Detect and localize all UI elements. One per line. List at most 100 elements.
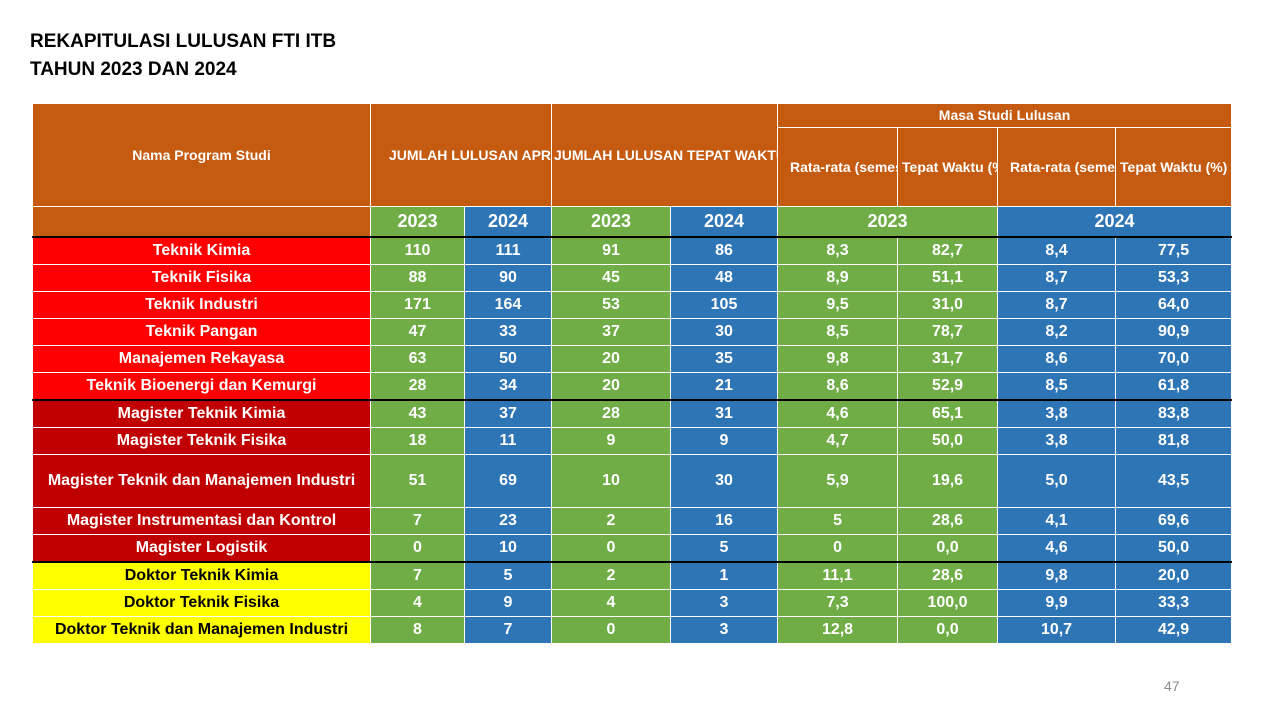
program-name: Doktor Teknik Kimia <box>32 561 371 590</box>
tepat-2024: 48 <box>669 264 779 292</box>
tepat-waktu-2024: 81,8 <box>1115 427 1233 455</box>
lulusan-2023: 51 <box>370 454 465 508</box>
program-name: Teknik Pangan <box>32 318 371 346</box>
lulusan-2023: 0 <box>370 534 465 563</box>
tepat-waktu-2023: 50,0 <box>897 427 999 455</box>
tepat-2024: 3 <box>669 589 779 617</box>
program-name: Magister Teknik Kimia <box>32 399 371 428</box>
tepat-waktu-2023: 52,9 <box>897 372 999 401</box>
year-2023-lulusan: 2023 <box>370 206 465 238</box>
header-rata-rata-2023: Rata-rata (semester) <box>777 127 899 207</box>
lulusan-2023: 171 <box>370 291 465 319</box>
tepat-waktu-2024: 77,5 <box>1115 236 1233 265</box>
program-name: Doktor Teknik Fisika <box>32 589 371 617</box>
tepat-waktu-2024: 69,6 <box>1115 507 1233 535</box>
lulusan-2024: 7 <box>464 616 552 644</box>
program-name: Magister Instrumentasi dan Kontrol <box>32 507 371 535</box>
lulusan-2023: 18 <box>370 427 465 455</box>
tepat-2023: 0 <box>551 534 671 563</box>
tepat-2023: 28 <box>551 399 671 428</box>
table-row: Doktor Teknik Kimia 7 5 2 1 11,1 28,6 9,… <box>32 561 1233 590</box>
table-row: Doktor Teknik dan Manajemen Industri 8 7… <box>32 616 1233 644</box>
table-row: Teknik Bioenergi dan Kemurgi 28 34 20 21… <box>32 372 1233 401</box>
rata-rata-2023: 5 <box>777 507 899 535</box>
tepat-2024: 30 <box>669 318 779 346</box>
tepat-2023: 2 <box>551 507 671 535</box>
header-tepat-waktu-2024: Tepat Waktu (%) <box>1115 127 1233 207</box>
header-jumlah-lulusan: JUMLAH LULUSAN APRIL,JULI DAN OKTOBER <box>370 103 552 207</box>
tepat-waktu-2023: 31,0 <box>897 291 999 319</box>
rata-rata-2023: 0 <box>777 534 899 563</box>
lulusan-2023: 28 <box>370 372 465 401</box>
lulusan-2023: 4 <box>370 589 465 617</box>
tepat-waktu-2024: 20,0 <box>1115 561 1233 590</box>
tepat-waktu-2023: 31,7 <box>897 345 999 373</box>
rata-rata-2024: 9,9 <box>997 589 1117 617</box>
tepat-2023: 20 <box>551 345 671 373</box>
program-name: Teknik Bioenergi dan Kemurgi <box>32 372 371 401</box>
lulusan-2024: 50 <box>464 345 552 373</box>
header-jumlah-tepat-waktu: JUMLAH LULUSAN TEPAT WAKTU S1 (8 SEM) S2… <box>550 103 779 207</box>
tepat-waktu-2024: 70,0 <box>1115 345 1233 373</box>
rata-rata-2024: 4,1 <box>997 507 1117 535</box>
header-rata-rata-2024: Rata-rata (semester) <box>997 127 1117 207</box>
program-name: Magister Logistik <box>32 534 371 563</box>
rata-rata-2023: 8,3 <box>777 236 899 265</box>
table-row: Teknik Industri 171 164 53 105 9,5 31,0 … <box>32 291 1233 319</box>
tepat-2023: 53 <box>551 291 671 319</box>
tepat-2024: 35 <box>669 345 779 373</box>
tepat-waktu-2023: 51,1 <box>897 264 999 292</box>
lulusan-2024: 5 <box>464 561 552 590</box>
rata-rata-2023: 12,8 <box>777 616 899 644</box>
tepat-2024: 16 <box>669 507 779 535</box>
rata-rata-2024: 8,7 <box>997 291 1117 319</box>
tepat-2023: 4 <box>551 589 671 617</box>
tepat-waktu-2024: 43,5 <box>1115 454 1233 508</box>
rata-rata-2024: 8,6 <box>997 345 1117 373</box>
tepat-2024: 5 <box>669 534 779 563</box>
tepat-waktu-2023: 78,7 <box>897 318 999 346</box>
rata-rata-2023: 11,1 <box>777 561 899 590</box>
table-row: Manajemen Rekayasa 63 50 20 35 9,8 31,7 … <box>32 345 1233 373</box>
lulusan-2024: 37 <box>464 399 552 428</box>
rata-rata-2024: 10,7 <box>997 616 1117 644</box>
tepat-2023: 10 <box>551 454 671 508</box>
rata-rata-2023: 7,3 <box>777 589 899 617</box>
lulusan-2024: 164 <box>464 291 552 319</box>
rata-rata-2024: 3,8 <box>997 427 1117 455</box>
tepat-waktu-2023: 65,1 <box>897 399 999 428</box>
lulusan-2023: 63 <box>370 345 465 373</box>
rata-rata-2023: 8,5 <box>777 318 899 346</box>
lulusan-2024: 90 <box>464 264 552 292</box>
program-name: Teknik Fisika <box>32 264 371 292</box>
graduates-table: Nama Program Studi JUMLAH LULUSAN APRIL,… <box>32 103 1233 644</box>
tepat-2024: 105 <box>669 291 779 319</box>
program-name: Magister Teknik dan Manajemen Industri <box>32 454 371 508</box>
table-row: Magister Logistik 0 10 0 5 0 0,0 4,6 50,… <box>32 534 1233 563</box>
header-masa-studi: Masa Studi Lulusan <box>777 103 1233 128</box>
tepat-waktu-2024: 42,9 <box>1115 616 1233 644</box>
tepat-2023: 9 <box>551 427 671 455</box>
tepat-waktu-2024: 53,3 <box>1115 264 1233 292</box>
tepat-2024: 86 <box>669 236 779 265</box>
lulusan-2023: 110 <box>370 236 465 265</box>
lulusan-2024: 10 <box>464 534 552 563</box>
tepat-2024: 9 <box>669 427 779 455</box>
slide-title-line-1: REKAPITULASI LULUSAN FTI ITB <box>30 31 337 52</box>
tepat-waktu-2023: 28,6 <box>897 561 999 590</box>
year-2023-tepat: 2023 <box>551 206 671 238</box>
rata-rata-2024: 3,8 <box>997 399 1117 428</box>
lulusan-2024: 9 <box>464 589 552 617</box>
tepat-waktu-2024: 90,9 <box>1115 318 1233 346</box>
tepat-2023: 91 <box>551 236 671 265</box>
header-tepat-waktu-2023: Tepat Waktu (%) <box>897 127 999 207</box>
slide-title-line-2: TAHUN 2023 DAN 2024 <box>30 59 237 80</box>
tepat-waktu-2024: 83,8 <box>1115 399 1233 428</box>
rata-rata-2024: 8,7 <box>997 264 1117 292</box>
tepat-waktu-2023: 19,6 <box>897 454 999 508</box>
lulusan-2023: 88 <box>370 264 465 292</box>
slide-title: REKAPITULASI LULUSAN FTI ITB TAHUN 2023 … <box>30 28 336 84</box>
lulusan-2024: 34 <box>464 372 552 401</box>
table-row: Magister Instrumentasi dan Kontrol 7 23 … <box>32 507 1233 535</box>
tepat-2023: 45 <box>551 264 671 292</box>
